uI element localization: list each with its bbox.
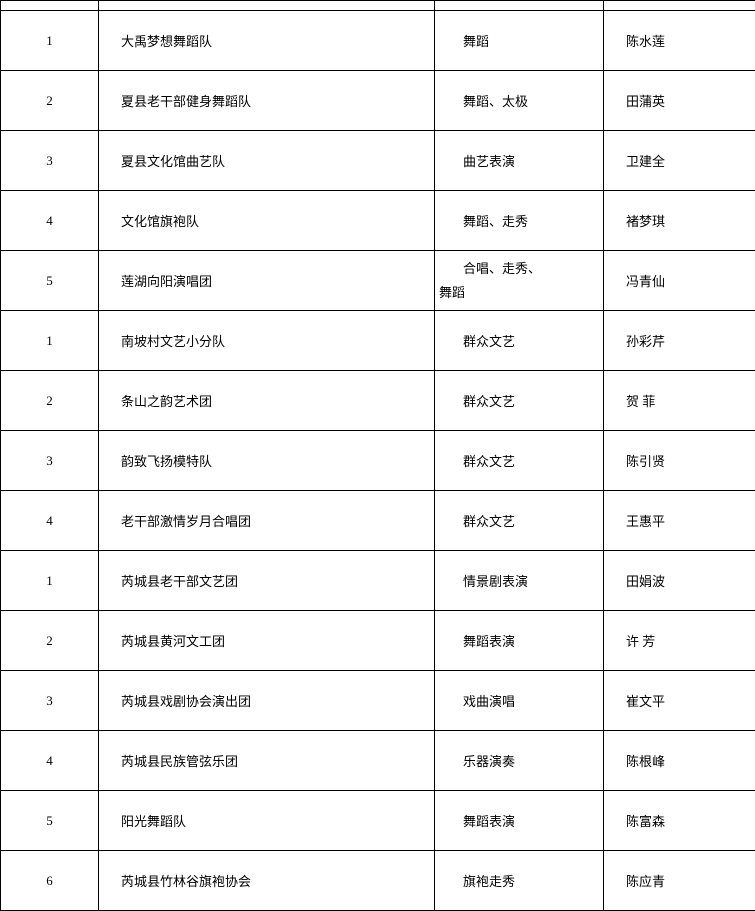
cell-team-name: 条山之韵艺术团 bbox=[99, 371, 435, 431]
cell-type: 群众文艺 bbox=[435, 311, 604, 371]
cell-number: 1 bbox=[1, 11, 99, 71]
cell-leader: 许 芳 bbox=[604, 611, 755, 671]
table-row: 6芮城县竹林谷旗袍协会旗袍走秀陈应青 bbox=[1, 851, 755, 911]
cell-leader: 王惠平 bbox=[604, 491, 755, 551]
cell-leader: 卫建全 bbox=[604, 131, 755, 191]
table-body: 1大禹梦想舞蹈队舞蹈陈水莲2夏县老干部健身舞蹈队舞蹈、太极田蒲英3夏县文化馆曲艺… bbox=[1, 1, 755, 911]
cell-leader: 崔文平 bbox=[604, 671, 755, 731]
data-table: 1大禹梦想舞蹈队舞蹈陈水莲2夏县老干部健身舞蹈队舞蹈、太极田蒲英3夏县文化馆曲艺… bbox=[0, 0, 755, 911]
cell-team-name: 阳光舞蹈队 bbox=[99, 791, 435, 851]
table-row: 3夏县文化馆曲艺队曲艺表演卫建全 bbox=[1, 131, 755, 191]
header-cell-type bbox=[435, 1, 604, 11]
cell-number: 2 bbox=[1, 611, 99, 671]
cell-team-name: 南坡村文艺小分队 bbox=[99, 311, 435, 371]
cell-team-name: 夏县文化馆曲艺队 bbox=[99, 131, 435, 191]
table-row: 2芮城县黄河文工团舞蹈表演许 芳 bbox=[1, 611, 755, 671]
cell-leader: 陈引贤 bbox=[604, 431, 755, 491]
cell-team-name: 莲湖向阳演唱团 bbox=[99, 251, 435, 311]
cell-type: 戏曲演唱 bbox=[435, 671, 604, 731]
cell-number: 1 bbox=[1, 551, 99, 611]
cell-type: 乐器演奏 bbox=[435, 731, 604, 791]
cell-number: 3 bbox=[1, 431, 99, 491]
cell-number: 4 bbox=[1, 491, 99, 551]
table-row: 3芮城县戏剧协会演出团戏曲演唱崔文平 bbox=[1, 671, 755, 731]
table-row: 3韵致飞扬模特队群众文艺陈引贤 bbox=[1, 431, 755, 491]
cell-number: 3 bbox=[1, 131, 99, 191]
cell-number: 4 bbox=[1, 191, 99, 251]
cell-leader: 贺 菲 bbox=[604, 371, 755, 431]
table-row: 4老干部激情岁月合唱团群众文艺王惠平 bbox=[1, 491, 755, 551]
cell-type: 旗袍走秀 bbox=[435, 851, 604, 911]
cell-team-name: 大禹梦想舞蹈队 bbox=[99, 11, 435, 71]
cell-team-name: 芮城县竹林谷旗袍协会 bbox=[99, 851, 435, 911]
cell-team-name: 老干部激情岁月合唱团 bbox=[99, 491, 435, 551]
cell-leader: 田娟波 bbox=[604, 551, 755, 611]
cell-leader: 陈水莲 bbox=[604, 11, 755, 71]
type-line1: 合唱、走秀、 bbox=[435, 257, 603, 280]
table-row: 1南坡村文艺小分队群众文艺孙彩芹 bbox=[1, 311, 755, 371]
cell-leader: 陈根峰 bbox=[604, 731, 755, 791]
header-cell-name bbox=[99, 1, 435, 11]
type-line2: 舞蹈 bbox=[435, 281, 603, 304]
cell-leader: 冯青仙 bbox=[604, 251, 755, 311]
header-cell-leader bbox=[604, 1, 755, 11]
cell-type: 群众文艺 bbox=[435, 491, 604, 551]
cell-leader: 陈富森 bbox=[604, 791, 755, 851]
table-row: 5阳光舞蹈队舞蹈表演陈富森 bbox=[1, 791, 755, 851]
table-row: 1大禹梦想舞蹈队舞蹈陈水莲 bbox=[1, 11, 755, 71]
table-row: 2条山之韵艺术团群众文艺贺 菲 bbox=[1, 371, 755, 431]
cell-leader: 褚梦琪 bbox=[604, 191, 755, 251]
cell-type: 舞蹈、太极 bbox=[435, 71, 604, 131]
cell-team-name: 芮城县民族管弦乐团 bbox=[99, 731, 435, 791]
cell-type: 舞蹈 bbox=[435, 11, 604, 71]
cell-number: 4 bbox=[1, 731, 99, 791]
cell-team-name: 芮城县戏剧协会演出团 bbox=[99, 671, 435, 731]
cell-team-name: 韵致飞扬模特队 bbox=[99, 431, 435, 491]
cell-team-name: 芮城县黄河文工团 bbox=[99, 611, 435, 671]
cell-type: 情景剧表演 bbox=[435, 551, 604, 611]
cell-team-name: 芮城县老干部文艺团 bbox=[99, 551, 435, 611]
table-row: 4文化馆旗袍队舞蹈、走秀褚梦琪 bbox=[1, 191, 755, 251]
table-row: 5莲湖向阳演唱团合唱、走秀、舞蹈冯青仙 bbox=[1, 251, 755, 311]
cell-number: 3 bbox=[1, 671, 99, 731]
cell-type: 曲艺表演 bbox=[435, 131, 604, 191]
table-row: 4芮城县民族管弦乐团乐器演奏陈根峰 bbox=[1, 731, 755, 791]
cell-type: 舞蹈、走秀 bbox=[435, 191, 604, 251]
cell-type: 舞蹈表演 bbox=[435, 791, 604, 851]
cell-number: 1 bbox=[1, 311, 99, 371]
cell-type: 舞蹈表演 bbox=[435, 611, 604, 671]
cell-leader: 孙彩芹 bbox=[604, 311, 755, 371]
cell-number: 2 bbox=[1, 371, 99, 431]
cell-number: 6 bbox=[1, 851, 99, 911]
cell-number: 5 bbox=[1, 251, 99, 311]
header-row bbox=[1, 1, 755, 11]
table-row: 1芮城县老干部文艺团情景剧表演田娟波 bbox=[1, 551, 755, 611]
cell-type: 群众文艺 bbox=[435, 431, 604, 491]
cell-leader: 陈应青 bbox=[604, 851, 755, 911]
cell-leader: 田蒲英 bbox=[604, 71, 755, 131]
cell-type: 合唱、走秀、舞蹈 bbox=[435, 251, 604, 311]
cell-team-name: 夏县老干部健身舞蹈队 bbox=[99, 71, 435, 131]
table-row: 2夏县老干部健身舞蹈队舞蹈、太极田蒲英 bbox=[1, 71, 755, 131]
cell-team-name: 文化馆旗袍队 bbox=[99, 191, 435, 251]
header-cell-num bbox=[1, 1, 99, 11]
cell-number: 2 bbox=[1, 71, 99, 131]
cell-number: 5 bbox=[1, 791, 99, 851]
cell-type: 群众文艺 bbox=[435, 371, 604, 431]
